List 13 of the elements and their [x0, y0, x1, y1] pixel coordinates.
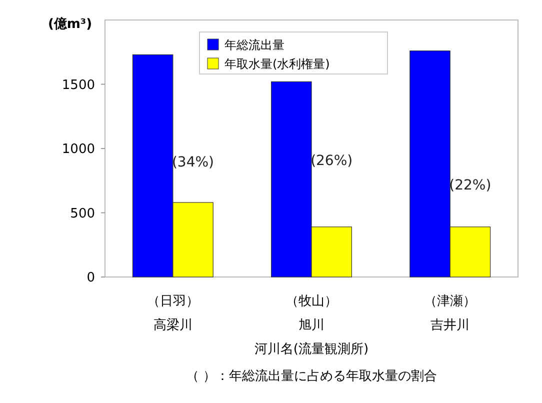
x-axis-title: 河川名(流量観測所) [254, 341, 369, 357]
y-axis-title: (億m³) [48, 16, 92, 32]
legend-label: 年総流出量 [224, 38, 284, 52]
y-tick-label: 500 [70, 206, 95, 222]
y-tick-label: 1000 [62, 142, 95, 158]
x-tick-label: （津瀬）吉井川 [424, 294, 476, 333]
x-tick-label: （牧山）旭川 [286, 294, 338, 333]
legend-label: 年取水量(水利権量) [224, 57, 330, 71]
y-tick-label: 1500 [62, 78, 95, 93]
x-tick-label: （日羽）高梁川 [146, 294, 199, 333]
y-tick-label: 0 [86, 270, 95, 286]
annotation: (34%) [172, 154, 214, 170]
text: （ ）：年総流出量に占める年取水量の割合 [186, 368, 438, 384]
